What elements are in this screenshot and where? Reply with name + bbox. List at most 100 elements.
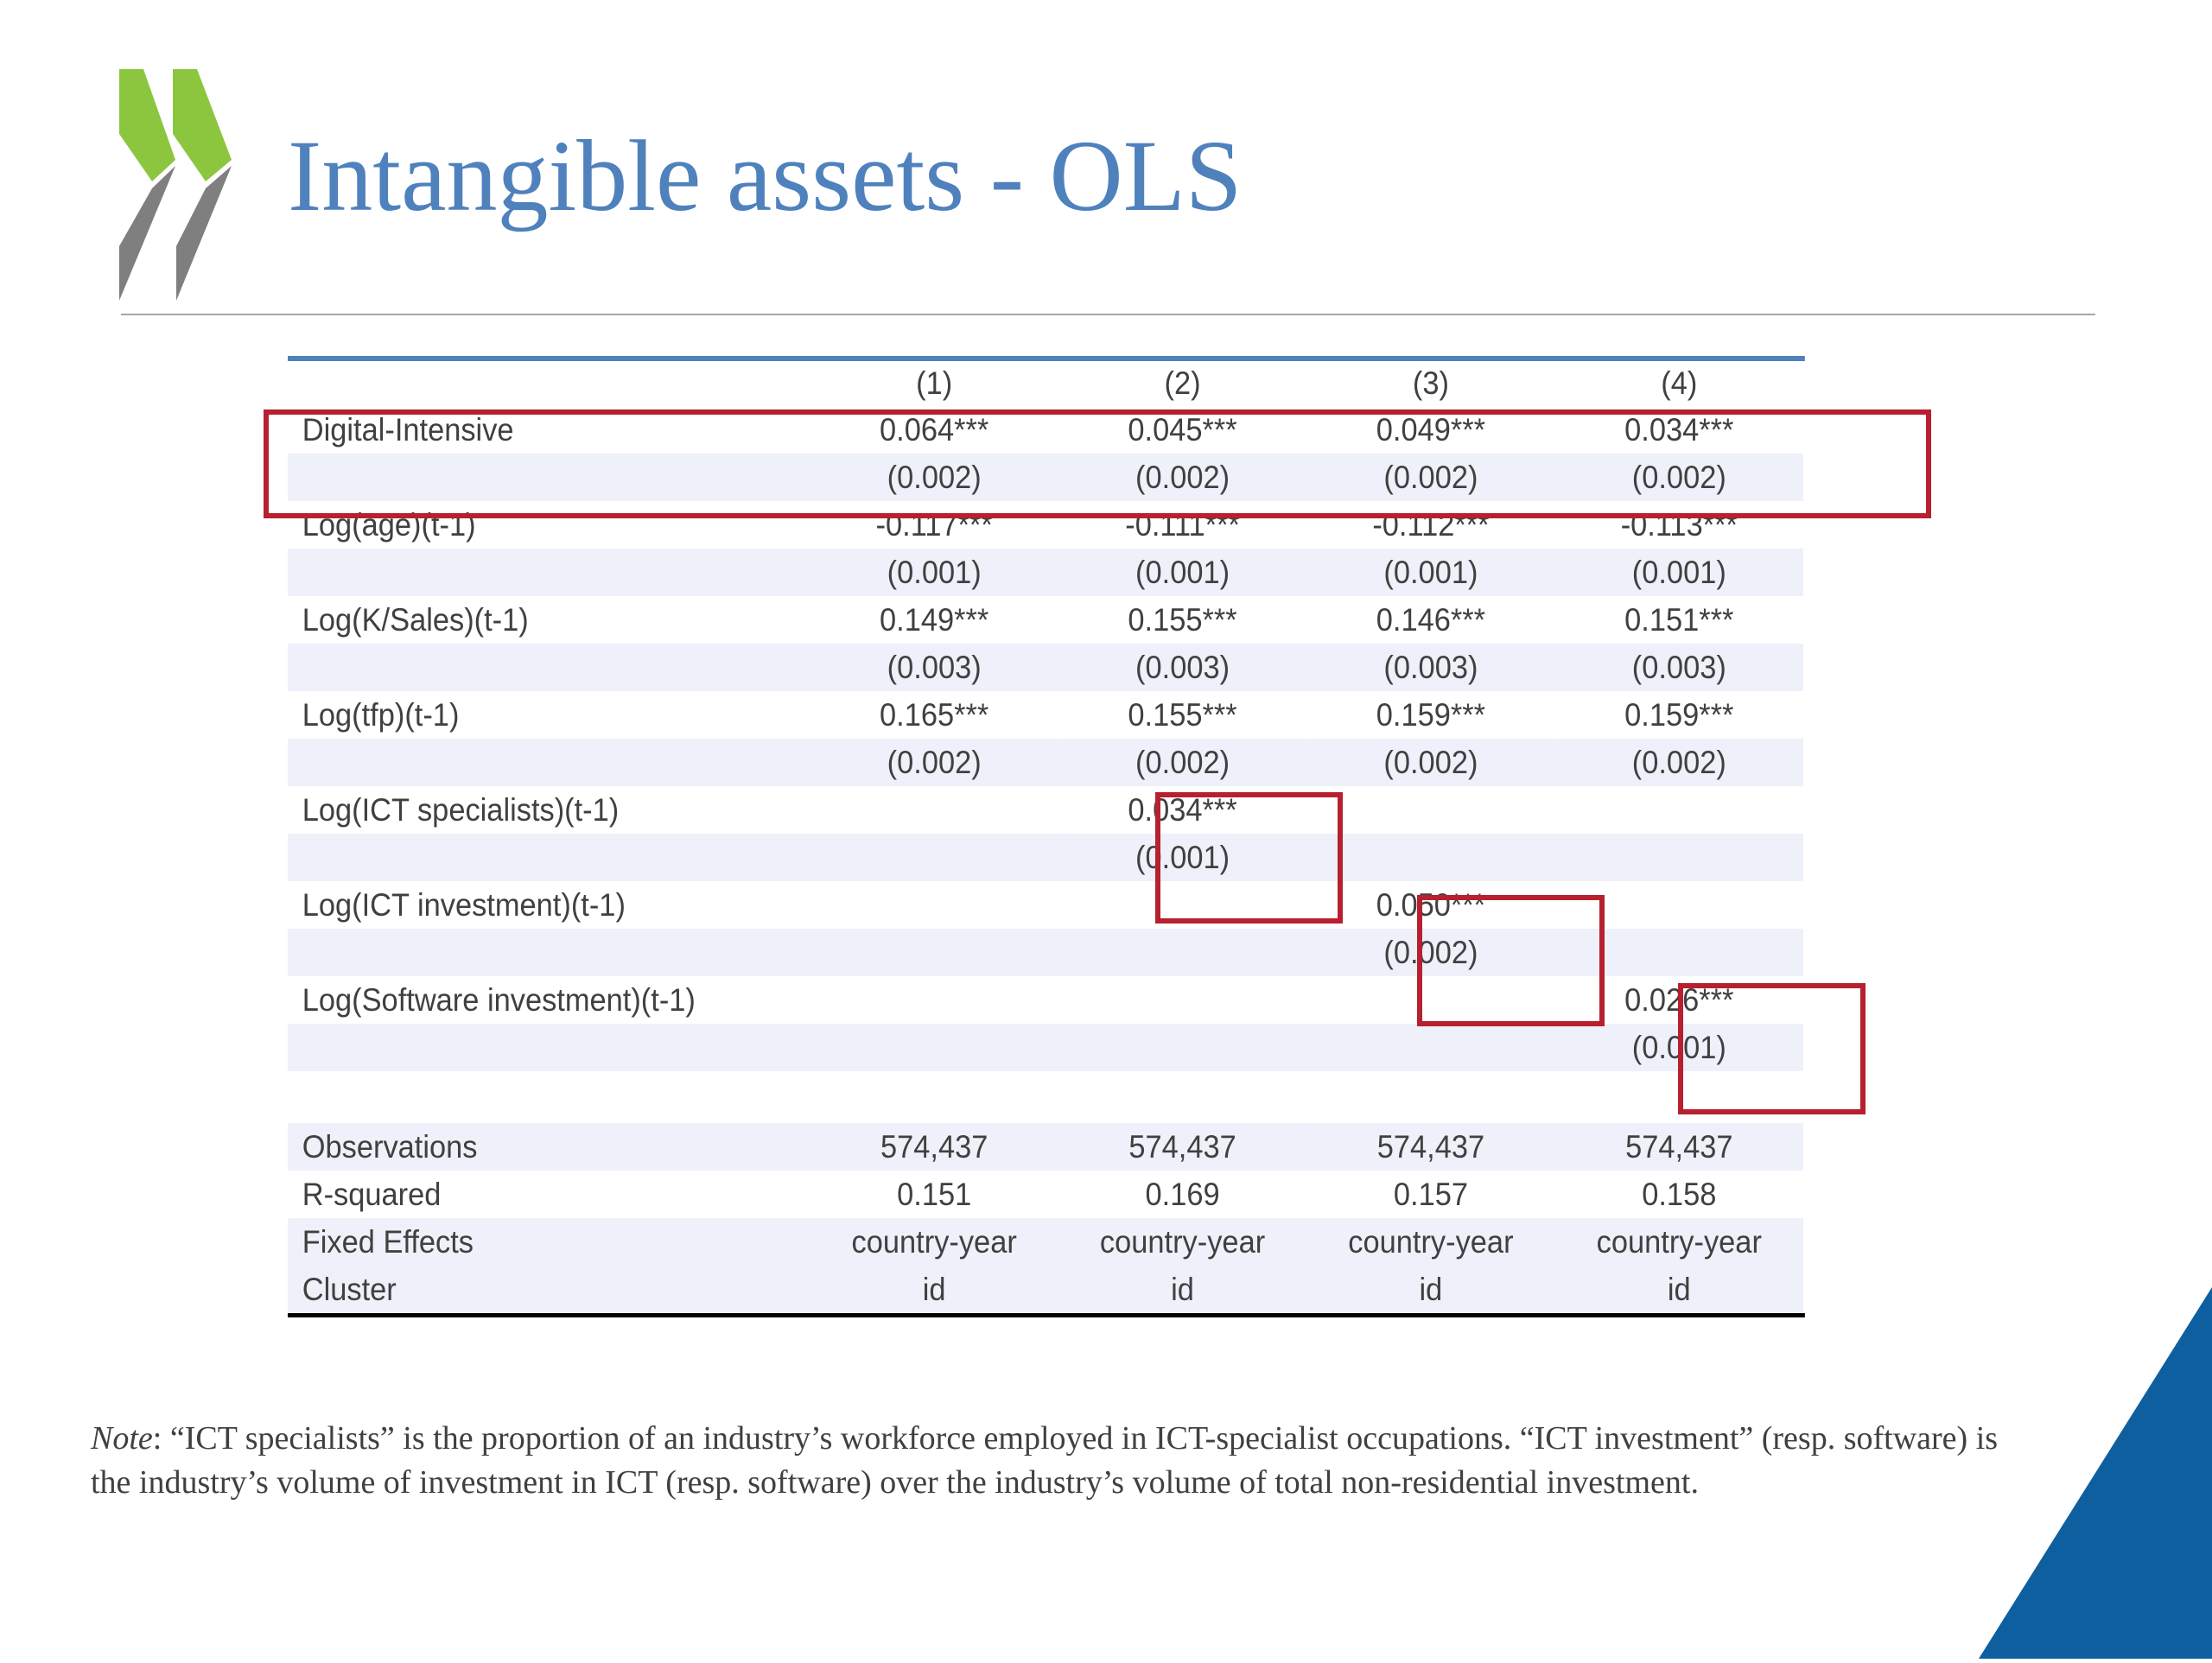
page-title: Intangible assets - OLS [288,119,1243,232]
spacer-row [288,1071,1803,1123]
row-label: Log(ICT specialists)(t-1) [302,791,620,828]
cell-col-2: (0.003) [1058,644,1307,691]
cell-col-2: id [1058,1266,1307,1316]
cell-col-1 [810,1024,1058,1071]
table-row: Log(age)(t-1) -0.117*** -0.111*** -0.112***… [288,501,1803,549]
table-note: Note: “ICT specialists” is the proportio… [91,1417,2000,1505]
cell-col-3: 0.050*** [1376,886,1486,923]
cell-col-4: (0.001) [1554,549,1803,596]
row-label: Log(age)(t-1) [302,506,476,543]
cell-col-2: country-year [1058,1218,1307,1266]
cell-col-2 [1058,929,1307,976]
stats-row: R-squared 0.151 0.169 0.157 0.158 [288,1171,1803,1218]
cell-col-2: (0.002) [1058,739,1307,786]
row-label: Log(Software investment)(t-1) [302,981,696,1018]
table-row: Log(tfp)(t-1) 0.165*** 0.155*** 0.159*** 0.1… [288,691,1803,739]
cell-col-1 [810,1071,1058,1123]
row-label: Log(tfp)(t-1) [302,696,460,733]
cell-col-3: 0.146*** [1376,601,1486,638]
cell-col-3: (0.003) [1306,644,1555,691]
cell-col-4: (4) [1661,365,1698,401]
cell-col-3: (3) [1412,365,1449,401]
cell-col-4: (0.002) [1554,739,1803,786]
row-label [288,929,810,976]
cell-col-3 [1306,1024,1555,1071]
cell-col-4 [1555,786,1803,834]
corner-triangle-decoration [1979,1287,2212,1663]
cell-col-1: 0.064*** [880,411,989,447]
cell-col-1 [810,834,1058,881]
column-header-row: (1) (2) (3) (4) [288,359,1803,406]
cell-col-4: 0.151*** [1624,601,1734,638]
cell-col-2 [1058,1071,1306,1123]
table-row: Log(Software investment)(t-1) 0.026*** [288,976,1803,1024]
cell-col-1: (0.001) [810,549,1058,596]
cell-col-4: (0.003) [1554,644,1803,691]
row-label: R-squared [302,1176,442,1212]
cell-col-1 [810,786,1058,834]
table-row: Log(ICT specialists)(t-1) 0.034*** [288,786,1803,834]
cell-col-2: 574,437 [1058,1123,1307,1171]
cell-col-4: id [1554,1266,1803,1316]
row-label [288,549,810,596]
cell-col-2: 0.155*** [1128,601,1237,638]
cell-col-3 [1306,786,1554,834]
row-label: Cluster [288,1266,810,1316]
table-row: (0.002) (0.002) (0.002) (0.002) [288,454,1803,501]
stats-row: Fixed Effects country-year country-year cou… [288,1218,1803,1266]
cell-col-4 [1555,1071,1803,1123]
row-label [288,834,810,881]
cell-col-4: 574,437 [1554,1123,1803,1171]
row-label [288,454,810,501]
cell-col-1: 574,437 [810,1123,1058,1171]
table-row: Log(K/Sales)(t-1) 0.149*** 0.155*** 0.146**… [288,596,1803,644]
cell-col-1: (1) [916,365,953,401]
regression-table: (1) (2) (3) (4) Digital-Intensive 0.064*** 0.0… [288,356,1805,1317]
table-row: Digital-Intensive 0.064*** 0.045*** 0.049**… [288,406,1803,454]
cell-col-1 [810,976,1058,1024]
cell-col-1 [810,929,1058,976]
cell-col-4 [1554,834,1803,881]
cell-col-2: (0.002) [1058,454,1307,501]
cell-col-2: 0.169 [1145,1176,1220,1212]
row-label: Log(K/Sales)(t-1) [302,601,529,638]
cell-col-2 [1058,1024,1307,1071]
cell-col-1: -0.117*** [875,506,993,543]
row-label [288,1071,810,1123]
cell-col-2: (0.001) [1058,549,1307,596]
cell-col-2: -0.111*** [1125,506,1240,543]
cell-col-3 [1306,976,1554,1024]
cell-col-4: (0.001) [1554,1024,1803,1071]
cell-col-3: (0.002) [1306,454,1555,501]
row-label: Observations [288,1123,810,1171]
cell-col-1 [810,881,1058,929]
row-label [288,739,810,786]
cell-col-3: 574,437 [1306,1123,1555,1171]
cell-col-2 [1058,976,1306,1024]
table-row: Log(ICT investment)(t-1) 0.050*** [288,881,1803,929]
row-label [288,1024,810,1071]
cell-col-3: 0.159*** [1376,696,1486,733]
note-lead: Note [91,1420,153,1457]
cell-col-4: country-year [1554,1218,1803,1266]
cell-col-1: 0.151 [897,1176,972,1212]
cell-col-3 [1306,1071,1554,1123]
cell-col-2: 0.034*** [1128,791,1237,828]
cell-col-1: (0.003) [810,644,1058,691]
cell-col-3 [1306,834,1555,881]
cell-col-4: 0.158 [1642,1176,1717,1212]
cell-col-1: id [810,1266,1058,1316]
cell-col-2 [1058,881,1306,929]
row-label: Digital-Intensive [302,411,514,447]
table-row: (0.001) [288,834,1803,881]
cell-col-1: 0.149*** [880,601,989,638]
cell-col-2: (2) [1164,365,1201,401]
table-row: (0.001) (0.001) (0.001) (0.001) [288,549,1803,596]
cell-col-4: 0.026*** [1624,981,1734,1018]
cell-col-4 [1554,929,1803,976]
cell-col-3: 0.157 [1393,1176,1468,1212]
cell-col-3: 0.049*** [1376,411,1486,447]
cell-col-3: country-year [1306,1218,1555,1266]
table-row: (0.002) [288,929,1803,976]
cell-col-2: 0.045*** [1128,411,1237,447]
